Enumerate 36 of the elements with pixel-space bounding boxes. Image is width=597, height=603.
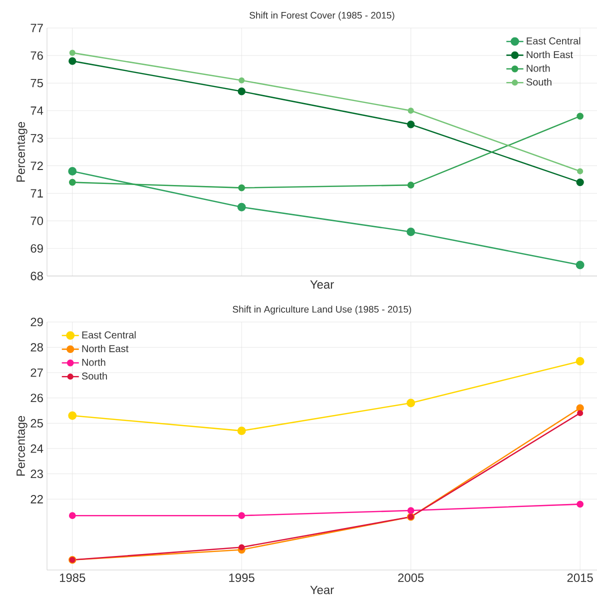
y-tick-label: 28 bbox=[30, 343, 43, 352]
x-tick-label: 2015 bbox=[567, 574, 593, 582]
y-tick-label: 77 bbox=[30, 24, 43, 32]
chart-title: Shift in Agriculture Land Use (1985 - 2015) bbox=[232, 306, 412, 315]
y-tick-label: 29 bbox=[30, 318, 43, 326]
y-tick-label: 68 bbox=[30, 272, 43, 280]
y-tick-label: 25 bbox=[30, 419, 43, 428]
legend-label: South bbox=[526, 78, 552, 86]
y-tick-label: 72 bbox=[30, 162, 43, 170]
y-axis-title: Percentage bbox=[16, 416, 28, 476]
x-tick-label: 2005 bbox=[398, 574, 424, 582]
y-tick-label: 69 bbox=[30, 244, 43, 253]
legend-label: South bbox=[82, 372, 107, 380]
legend-label: East Central bbox=[82, 331, 136, 338]
legend-label: North bbox=[526, 64, 550, 72]
y-tick-label: 27 bbox=[30, 368, 43, 377]
x-tick-label: 1985 bbox=[60, 574, 86, 582]
x-axis-title: Year bbox=[310, 280, 334, 289]
y-tick-label: 22 bbox=[30, 494, 43, 504]
chart-title: Shift in Forest Cover (1985 - 2015) bbox=[250, 12, 394, 20]
y-tick-label: 71 bbox=[30, 189, 43, 198]
legend-label: East Central bbox=[526, 37, 580, 44]
legend-label: North East bbox=[526, 50, 573, 58]
x-axis-title: Year bbox=[310, 586, 334, 594]
y-tick-label: 26 bbox=[30, 394, 43, 402]
y-tick-label: 23 bbox=[30, 470, 43, 478]
y-tick-label: 76 bbox=[30, 51, 43, 60]
y-tick-label: 73 bbox=[30, 134, 43, 142]
legend-label: North East bbox=[82, 344, 128, 352]
x-tick-label: 1995 bbox=[229, 574, 254, 582]
legend-label: North bbox=[82, 358, 106, 366]
y-tick-label: 70 bbox=[30, 216, 44, 226]
y-tick-label: 74 bbox=[30, 106, 44, 115]
y-axis-title: Percentage bbox=[16, 122, 28, 182]
y-tick-label: 24 bbox=[30, 444, 44, 453]
y-tick-label: 75 bbox=[30, 78, 43, 88]
